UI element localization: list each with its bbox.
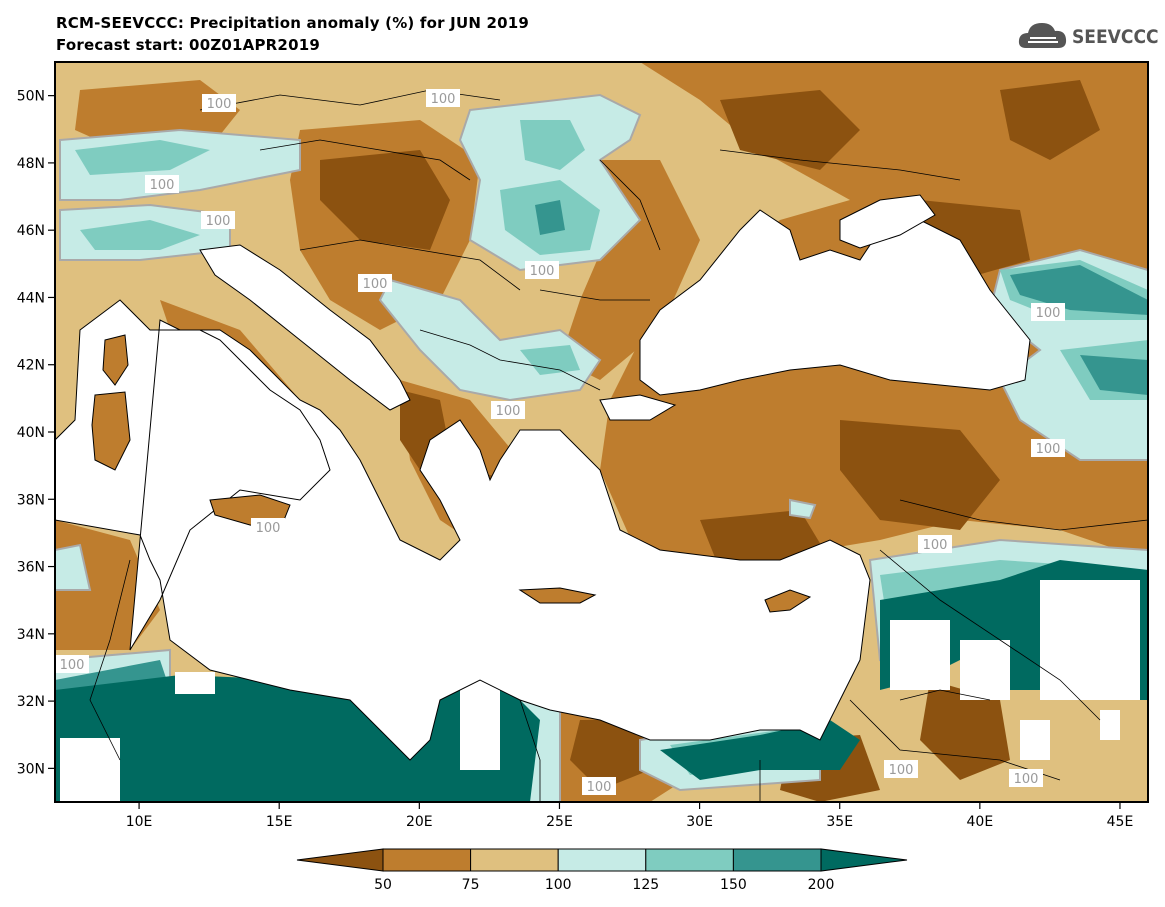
lat-tick-label: 42N — [17, 358, 45, 374]
lat-tick-label: 36N — [17, 560, 45, 576]
latitude-axis: 50N 48N 46N 44N 42N 40N 38N 36N 34N 32N 30N — [17, 89, 55, 777]
colorbar-segment — [645, 848, 734, 872]
contour-label-100: 100 — [1014, 772, 1039, 787]
lon-tick-label: 40E — [967, 814, 994, 830]
crete — [518, 587, 597, 604]
black-sea — [639, 209, 1031, 396]
colorbar-segment — [382, 848, 472, 872]
lat-tick-label: 46N — [17, 223, 45, 239]
sea-of-azov — [839, 194, 936, 249]
islands — [91, 334, 812, 613]
colorbar-above-200 — [820, 848, 908, 872]
contour-label-100: 100 — [587, 780, 612, 795]
map-plot-area: 100 100 100 100 100 100 100 100 100 100 … — [55, 62, 1148, 802]
lat-tick-label: 30N — [17, 761, 45, 777]
mediterranean-sea — [55, 299, 871, 761]
lat-tick-label: 40N — [17, 425, 45, 441]
contour-label-100: 100 — [1036, 442, 1061, 457]
lat-tick-label: 32N — [17, 694, 45, 710]
colorbar-level-label: 50 — [374, 877, 392, 893]
lat-tick-label: 34N — [17, 627, 45, 643]
colorbar-segment — [470, 848, 559, 872]
contour-label-100: 100 — [923, 538, 948, 553]
lon-tick-label: 35E — [826, 814, 853, 830]
contour-label-100: 100 — [206, 214, 231, 229]
contour-label-100: 100 — [431, 92, 456, 107]
longitude-axis: 10E 15E 20E 25E 30E 35E 40E 45E — [126, 802, 1134, 830]
lon-tick-label: 15E — [266, 814, 293, 830]
lat-tick-label: 50N — [17, 89, 45, 105]
colorbar-legend: 50 75 100 125 150 200 — [296, 848, 908, 893]
contour-label-100: 100 — [530, 264, 555, 279]
colorbar-segment — [732, 848, 822, 872]
lat-tick-label: 48N — [17, 156, 45, 172]
contour-label-100: 100 — [60, 658, 85, 673]
cyprus — [764, 589, 812, 613]
corsica — [102, 334, 129, 386]
contour-labels: 100 100 100 100 100 100 100 100 100 100 … — [55, 89, 1065, 795]
lon-tick-label: 25E — [546, 814, 573, 830]
sardinia — [91, 391, 131, 471]
cloud-icon — [1018, 23, 1067, 48]
colorbar-below-50 — [296, 848, 384, 872]
lat-tick-label: 44N — [17, 290, 45, 306]
masked-areas — [60, 580, 1140, 802]
map-title: RCM-SEEVCCC: Precipitation anomaly (%) f… — [56, 14, 530, 32]
lon-tick-label: 45E — [1107, 814, 1134, 830]
contour-label-100: 100 — [889, 763, 914, 778]
lon-tick-label: 20E — [406, 814, 433, 830]
contour-label-100: 100 — [256, 521, 281, 536]
colorbar-level-label: 100 — [545, 877, 572, 893]
contour-label-100: 100 — [1036, 306, 1061, 321]
colorbar-segment — [557, 848, 647, 872]
forecast-start-subtitle: Forecast start: 00Z01APR2019 — [56, 36, 320, 54]
logo-text: SEEVCCC — [1072, 26, 1159, 48]
adriatic-sea — [199, 244, 411, 411]
seevccc-logo: SEEVCCC — [1016, 18, 1159, 58]
lat-tick-label: 38N — [17, 492, 45, 508]
colorbar-level-label: 200 — [808, 877, 835, 893]
colorbar-level-label: 125 — [632, 877, 659, 893]
colorbar-level-label: 150 — [720, 877, 747, 893]
contour-label-100: 100 — [363, 277, 388, 292]
lon-tick-label: 10E — [126, 814, 153, 830]
contour-label-100: 100 — [150, 178, 175, 193]
contour-label-100: 100 — [207, 97, 232, 112]
contour-label-100: 100 — [496, 404, 521, 419]
colorbar-level-label: 75 — [462, 877, 480, 893]
sea-of-marmara — [599, 394, 677, 421]
lon-tick-label: 30E — [686, 814, 713, 830]
seas — [55, 194, 1031, 761]
